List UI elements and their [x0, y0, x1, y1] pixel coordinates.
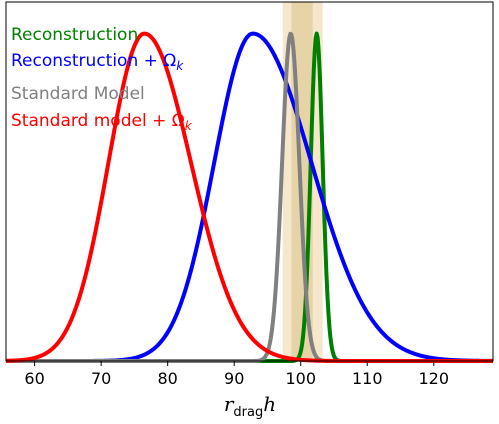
legend-entry-standard-model: Standard Model — [11, 84, 145, 104]
legend-entry-reconstruction: Reconstruction — [11, 25, 138, 45]
curve-reconstruction-omega-k — [4, 31, 495, 363]
curve-standard-model — [4, 31, 495, 363]
x-tick-label: 60 — [24, 369, 44, 388]
x-tick-label: 80 — [157, 369, 177, 388]
plot-frame — [5, 1, 494, 362]
curve-standard-model-omega-k — [4, 31, 495, 363]
x-tick-label: 110 — [352, 369, 383, 388]
x-tick-label: 90 — [224, 369, 244, 388]
x-tick-label: 70 — [91, 369, 111, 388]
curve-reconstruction — [4, 31, 495, 363]
x-axis-label: rdragh — [224, 392, 276, 420]
x-tick-label: 120 — [419, 369, 450, 388]
x-tick-label: 100 — [285, 369, 316, 388]
curves — [4, 31, 495, 363]
legend: Reconstruction Reconstruction + Ωk Stand… — [11, 25, 193, 133]
legend-entry-reconstruction-omega-k: Reconstruction + Ωk — [11, 51, 184, 73]
x-ticks: 60 70 80 90 100 110 120 — [24, 361, 449, 388]
legend-entry-standard-model-omega-k: Standard model + Ωk — [11, 111, 193, 133]
